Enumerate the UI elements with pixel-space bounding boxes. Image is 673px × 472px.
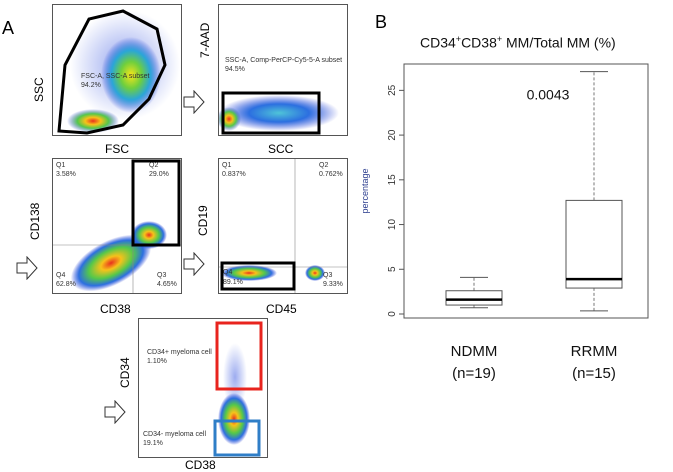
y-axis-label: percentage xyxy=(360,168,370,213)
plot3-cd38-cd138: Q1 3.58% Q2 29.0% Q4 62.8% Q3 4.65% xyxy=(52,158,182,294)
y-tick-label: 20 xyxy=(387,129,398,141)
plot4-q2: Q2 xyxy=(319,162,329,169)
plot5-y-label: CD34 xyxy=(118,357,132,388)
plot4-q1-pct: 0.837% xyxy=(222,171,246,178)
title-rest: MM/Total MM (%) xyxy=(502,34,616,51)
plot1-gate-name: FSC-A, SSC-A subset xyxy=(81,73,150,80)
title-sup2: + xyxy=(496,34,503,44)
y-tick-label: 0 xyxy=(387,311,398,317)
title-sup1: + xyxy=(455,34,462,44)
plot4-q4-pct: 89.1% xyxy=(223,279,243,286)
plot2-x-label: SCC xyxy=(268,142,294,156)
plot4-density xyxy=(219,159,347,293)
plot4-y-label: CD19 xyxy=(196,205,210,236)
plot3-q2-gate xyxy=(131,159,181,247)
plot4-q4: Q4 xyxy=(223,269,233,276)
boxplot-title: CD34+CD38+ MM/Total MM (%) xyxy=(420,34,616,51)
plot5-x-label: CD38 xyxy=(185,458,216,472)
plot4-x-label: CD45 xyxy=(266,302,297,316)
y-tick-label: 5 xyxy=(387,266,398,272)
arrow-right-icon xyxy=(16,256,38,280)
arrow-right-icon xyxy=(183,252,205,276)
y-tick-label: 15 xyxy=(387,174,398,186)
ndmm-box xyxy=(445,290,503,306)
plot1-x-label: FSC xyxy=(105,142,129,156)
title-main: CD34 xyxy=(420,34,456,51)
ndmm-category-label: NDMM xyxy=(451,343,498,360)
plot4-q1: Q1 xyxy=(222,162,232,169)
rrmm-n-label: (n=15) xyxy=(572,365,616,382)
plot3-q1-pct: 3.58% xyxy=(56,171,76,178)
panel-b-label: B xyxy=(375,12,388,32)
plot3-density xyxy=(53,159,181,293)
boxplot-chart: 0 5 10 15 20 25 percentage 0.0043 NDMM (n=19) RRMM… xyxy=(360,63,649,382)
plot2-gate-name: SSC-A, Comp-PerCP-Cy5-5-A subset xyxy=(225,57,343,64)
plot5-neg-name: CD34- myeloma cell xyxy=(143,431,207,438)
plot4-cd45-cd19: Q1 0.837% Q2 0.762% Q4 89.1% Q3 9.33% xyxy=(218,158,348,294)
plot5-neg-gate xyxy=(213,419,261,457)
plot3-x-label: CD38 xyxy=(100,302,131,316)
plot4-q2-pct: 0.762% xyxy=(319,171,343,178)
y-tick-label: 25 xyxy=(387,84,398,96)
plot3-q2: Q2 xyxy=(149,162,159,169)
rrmm-category-label: RRMM xyxy=(571,343,618,360)
plot1-gate-pct: 94.2% xyxy=(81,82,101,89)
plot3-q1: Q1 xyxy=(56,162,66,169)
arrow-right-icon xyxy=(183,90,205,114)
plot2-scc-7aad: SSC-A, Comp-PerCP-Cy5-5-A subset 94.5% xyxy=(218,4,348,136)
plot3-q3-pct: 4.65% xyxy=(157,281,177,288)
plot1-density xyxy=(57,9,180,135)
title-mid: CD38 xyxy=(461,34,497,51)
plot2-gate-pct: 94.5% xyxy=(225,66,245,73)
plot2-density xyxy=(219,91,339,135)
y-tick-label: 10 xyxy=(387,219,398,231)
plot2-y-label: 7-AAD xyxy=(198,22,212,58)
panel-a-label: A xyxy=(2,18,15,38)
plot2-gate xyxy=(221,91,321,135)
plot1-gate xyxy=(57,9,167,135)
plot4-q3-pct: 9.33% xyxy=(323,281,343,288)
plot1-y-label: SSC xyxy=(32,77,46,102)
plot5-pos-gate xyxy=(215,321,263,391)
plot1-fsc-ssc: FSC-A, SSC-A subset 94.2% xyxy=(52,4,182,136)
plot3-q4-pct: 62.8% xyxy=(56,281,76,288)
plot3-q3: Q3 xyxy=(157,272,167,279)
plot-frame xyxy=(403,63,649,319)
plot3-q4: Q4 xyxy=(56,272,66,279)
plot3-q2-pct: 29.0% xyxy=(149,171,169,178)
p-value-annotation: 0.0043 xyxy=(527,86,570,102)
plot5-neg-pct: 19.1% xyxy=(143,440,163,447)
plot5-pos-pct: 1.10% xyxy=(147,358,167,365)
plot4-q4-gate xyxy=(220,261,296,291)
ndmm-n-label: (n=19) xyxy=(452,365,496,382)
plot5-pos-name: CD34+ myeloma cell xyxy=(147,349,212,356)
plot3-y-label: CD138 xyxy=(28,202,42,240)
plot5-density xyxy=(213,321,263,457)
plot5-cd38-cd34: CD34+ myeloma cell 1.10% CD34- myeloma c… xyxy=(138,318,268,458)
rrmm-box xyxy=(565,199,623,289)
plot4-q3: Q3 xyxy=(323,272,333,279)
arrow-right-icon xyxy=(104,400,126,424)
